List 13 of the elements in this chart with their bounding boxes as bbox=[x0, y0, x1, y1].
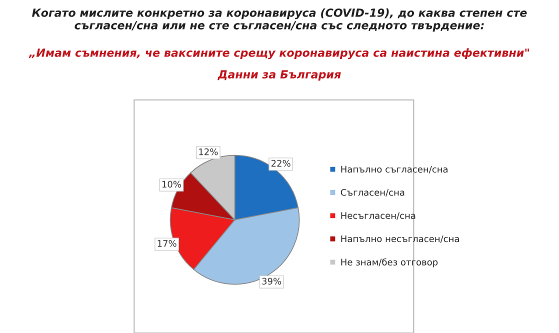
data-label: 10% bbox=[162, 180, 182, 188]
data-label: 12% bbox=[199, 148, 218, 156]
legend-label: Напълно съгласен/сна bbox=[341, 166, 448, 174]
legend-label: Съгласен/сна bbox=[340, 188, 404, 197]
chart-title: Когато мислите конкретно за коронавируса (COVID-19), до каква степен сте съгласен/сна или не сте съгласен/сна със следното твърдение: bbox=[32, 8, 527, 32]
data-label: 39% bbox=[262, 278, 282, 285]
legend-label: Не знам/без отговор bbox=[341, 258, 438, 268]
data-label: 22% bbox=[271, 160, 290, 167]
legend-label: Несъгласен/сна bbox=[341, 212, 416, 220]
text: Данни за България bbox=[218, 70, 341, 81]
legend-label: Напълно несъгласен/сна bbox=[341, 235, 459, 243]
data-label: 17% bbox=[158, 240, 176, 247]
chart-subtitle: „Имам съмнения, че ваксините срещу коронавируса са наистина ефективни" bbox=[28, 48, 529, 60]
